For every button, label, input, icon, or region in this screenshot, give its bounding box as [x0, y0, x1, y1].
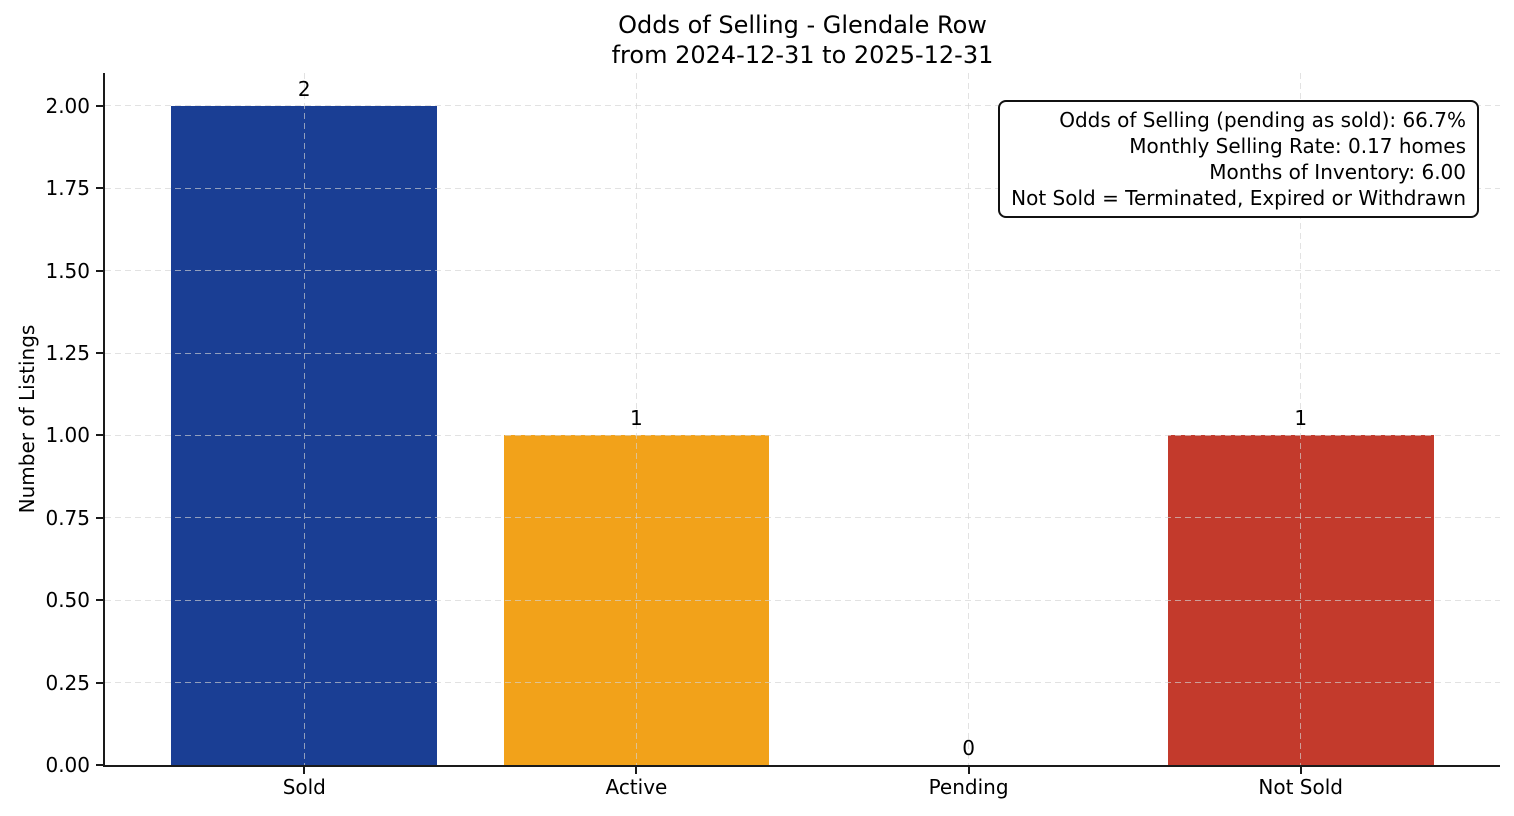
y-tick-label: 1.75: [45, 176, 90, 201]
y-tick-label: 1.00: [45, 423, 90, 448]
grid-line-vertical: [968, 73, 970, 765]
x-tick-mark: [1299, 767, 1302, 774]
grid-line-horizontal: [105, 682, 1500, 684]
y-tick-mark: [96, 187, 103, 190]
grid-line-horizontal: [105, 105, 1500, 107]
y-tick-label: 2.00: [45, 93, 90, 118]
grid-line-vertical: [1300, 73, 1302, 765]
y-tick-mark: [96, 681, 103, 684]
y-tick-label: 1.25: [45, 341, 90, 366]
x-tick-label-sold: Sold: [282, 775, 326, 799]
y-tick-mark: [96, 764, 103, 766]
y-tick-mark: [96, 269, 103, 272]
y-tick-label: 0.50: [45, 588, 90, 613]
y-tick-label: 1.50: [45, 258, 90, 283]
grid-line-horizontal: [105, 434, 1500, 436]
grid-line-horizontal: [105, 352, 1500, 354]
x-tick-label-active: Active: [605, 775, 668, 799]
chart-title-line1: Odds of Selling - Glendale Row: [618, 11, 987, 39]
annotation-line-months-of-inventory: Months of Inventory: 6.00: [1209, 160, 1466, 184]
annotation-line-monthly-selling-rate: Monthly Selling Rate: 0.17 homes: [1129, 134, 1466, 158]
grid-line-horizontal: [105, 517, 1500, 519]
y-tick-label: 0.00: [45, 753, 90, 777]
grid-line-horizontal: [105, 599, 1500, 601]
y-tick-mark: [96, 434, 103, 437]
y-tick-label: 0.75: [45, 505, 90, 530]
grid-line-vertical: [303, 73, 305, 765]
grid-line-horizontal: [105, 270, 1500, 272]
bar-value-label-not-sold: 1: [1294, 406, 1308, 431]
x-tick-mark: [303, 767, 306, 774]
x-tick-label-not-sold: Not Sold: [1258, 775, 1343, 799]
bar-value-label-sold: 2: [297, 76, 311, 101]
x-tick-label-pending: Pending: [928, 775, 1009, 799]
annotation-line-not-sold-definition: Not Sold = Terminated, Expired or Withdr…: [1011, 186, 1466, 210]
grid-line-vertical: [635, 73, 637, 765]
y-tick-mark: [96, 352, 103, 355]
bar-value-label-pending: 0: [962, 736, 975, 760]
chart-title-line2: from 2024-12-31 to 2025-12-31: [611, 41, 994, 69]
bar-value-label-active: 1: [630, 406, 643, 431]
y-tick-label: 0.25: [45, 670, 90, 695]
annotation-line-odds-of-selling: Odds of Selling (pending as sold): 66.7%: [1059, 108, 1466, 132]
x-tick-mark: [635, 767, 638, 774]
y-tick-mark: [96, 599, 103, 602]
annotation-box: Odds of Selling (pending as sold): 66.7%…: [998, 100, 1479, 218]
grid-line-horizontal: [105, 187, 1500, 189]
y-tick-mark: [96, 516, 103, 519]
chart-title: Odds of Selling - Glendale Row from 2024…: [105, 10, 1500, 70]
y-tick-mark: [96, 104, 103, 107]
plot-area: Odds of Selling (pending as sold): 66.7%…: [45, 73, 1500, 798]
x-tick-mark: [967, 767, 970, 774]
